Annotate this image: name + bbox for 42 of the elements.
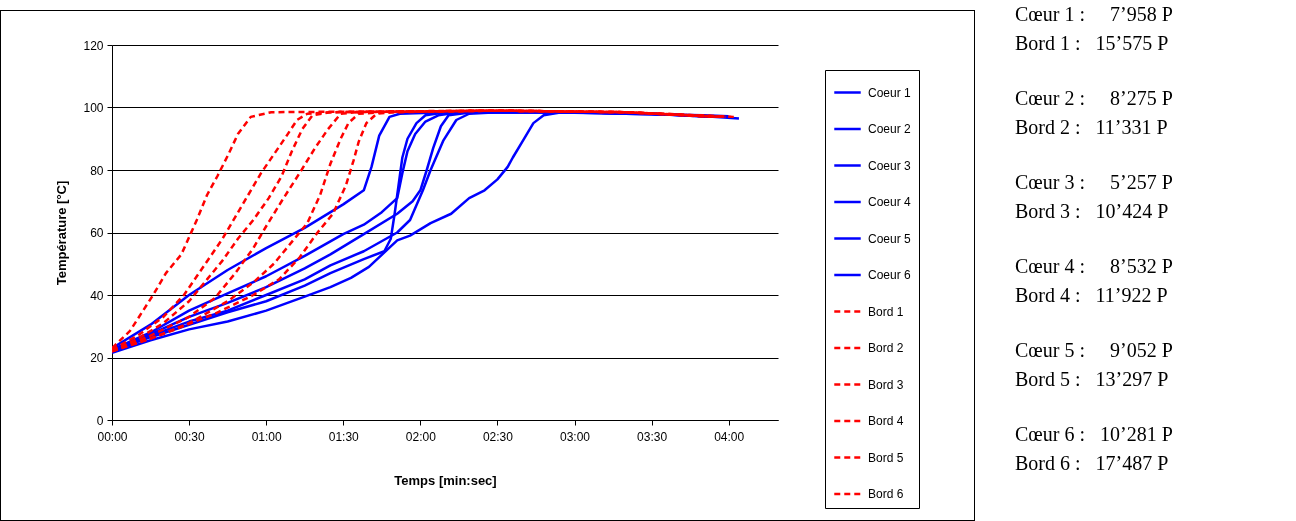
y-tick-label: 80 xyxy=(90,163,104,178)
x-tick-label: 00:00 xyxy=(97,429,128,444)
legend-label: Coeur 4 xyxy=(868,195,912,209)
y-tick-label: 40 xyxy=(90,288,104,303)
legend-label: Bord 5 xyxy=(868,450,904,465)
text: Bord 5 : 13’297 P xyxy=(1015,367,1170,392)
y-tick-label: 0 xyxy=(96,413,104,428)
text: Cœur 2 : 8’275 P xyxy=(1015,86,1173,111)
text: Bord 3 : 10’424 P xyxy=(1015,199,1170,224)
text: Cœur 6 : 10’281 P xyxy=(1015,422,1173,447)
x-tick-label: 02:00 xyxy=(405,429,437,444)
legend-label: Bord 2 xyxy=(868,341,904,355)
text: Bord 1 : 15’575 P xyxy=(1015,31,1170,56)
y-tick-label: 60 xyxy=(90,226,104,240)
legend-label: Bord 6 xyxy=(868,487,904,501)
y-tick-label: 120 xyxy=(83,38,104,53)
text: Cœur 3 : 5’257 P xyxy=(1015,170,1173,195)
text: Cœur 5 : 9’052 P xyxy=(1015,338,1173,363)
text: Bord 4 : 11’922 P xyxy=(1015,283,1169,308)
text: Bord 6 : 17’487 P xyxy=(1015,451,1170,476)
x-tick-label: 04:00 xyxy=(714,429,745,444)
legend-label: Bord 3 xyxy=(868,377,904,392)
legend-label: Coeur 6 xyxy=(868,268,912,282)
legend-label: Bord 4 xyxy=(868,414,904,428)
y-axis-title: Température [°C] xyxy=(54,180,70,286)
text: Cœur 1 : 7’958 P xyxy=(1015,2,1173,27)
text: Bord 2 : 11’331 P xyxy=(1015,115,1169,140)
x-axis-title: Temps [min:sec] xyxy=(394,472,497,488)
x-tick-label: 01:30 xyxy=(328,429,360,444)
x-tick-label: 03:30 xyxy=(637,429,668,444)
legend-label: Coeur 1 xyxy=(868,85,912,100)
x-tick-label: 00:30 xyxy=(174,429,205,444)
legend-label: Coeur 5 xyxy=(868,231,912,246)
legend-label: Coeur 3 xyxy=(868,158,912,173)
x-tick-label: 02:30 xyxy=(482,429,514,444)
legend-label: Coeur 2 xyxy=(868,122,912,136)
y-tick-label: 20 xyxy=(90,351,104,365)
legend-label: Bord 1 xyxy=(868,304,904,319)
x-tick-label: 01:00 xyxy=(251,429,283,444)
text: Cœur 4 : 8’532 P xyxy=(1015,254,1173,279)
y-tick-label: 100 xyxy=(83,101,104,115)
x-tick-label: 03:00 xyxy=(559,429,591,444)
